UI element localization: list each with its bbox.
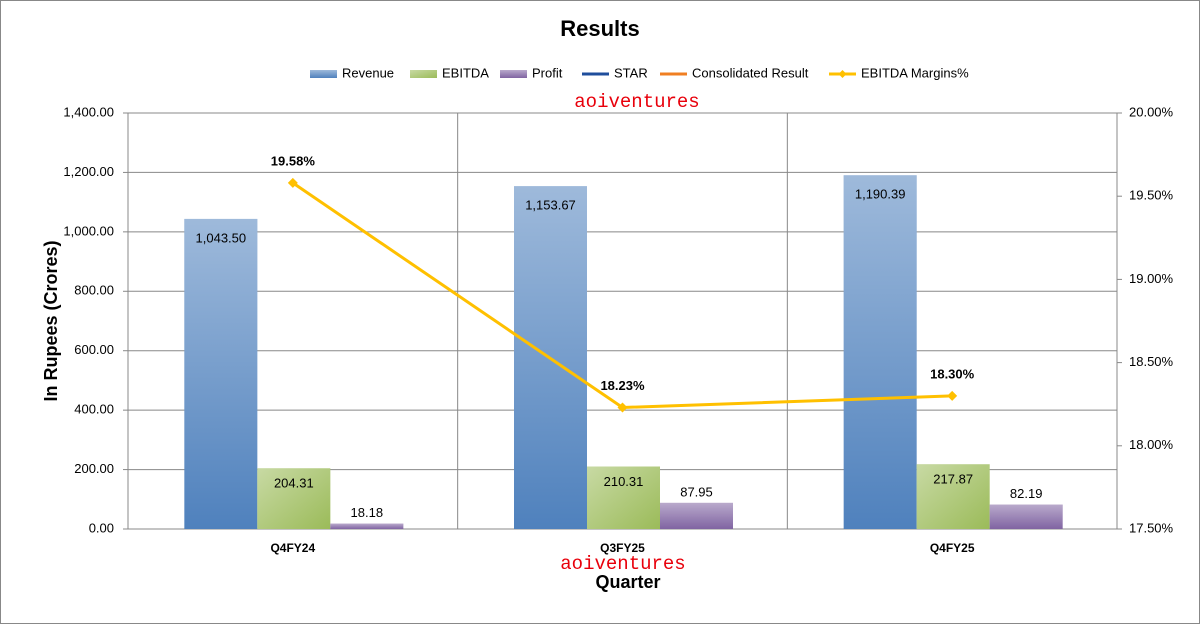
data-label: 82.19 bbox=[1010, 486, 1043, 501]
data-label: 18.30% bbox=[930, 366, 975, 381]
data-label: 19.58% bbox=[271, 153, 316, 168]
y2-tick-label: 20.00% bbox=[1129, 104, 1174, 119]
x-tick-label: Q4FY25 bbox=[930, 541, 975, 555]
y-axis-label: In Rupees (Crores) bbox=[41, 240, 61, 401]
y2-tick-label: 19.00% bbox=[1129, 271, 1174, 286]
data-label: 204.31 bbox=[274, 476, 314, 491]
bar-shine bbox=[257, 468, 331, 529]
data-label: 1,190.39 bbox=[855, 187, 906, 202]
data-label: 210.31 bbox=[604, 474, 644, 489]
x-tick-label: Q3FY25 bbox=[600, 541, 645, 555]
y2-tick-label: 17.50% bbox=[1129, 520, 1174, 535]
y-tick-label: 200.00 bbox=[74, 461, 114, 476]
y-tick-label: 0.00 bbox=[89, 520, 114, 535]
bar-shine bbox=[989, 504, 1063, 529]
data-label: 217.87 bbox=[933, 472, 973, 487]
y-tick-label: 400.00 bbox=[74, 402, 114, 417]
bar-shine bbox=[843, 175, 917, 529]
bar-shine bbox=[330, 523, 404, 529]
watermark: aoiventures bbox=[574, 91, 699, 113]
y2-tick-label: 18.00% bbox=[1129, 437, 1174, 452]
legend-swatch-shine bbox=[500, 70, 527, 78]
y-tick-label: 1,200.00 bbox=[63, 164, 114, 179]
y-tick-label: 800.00 bbox=[74, 283, 114, 298]
x-axis-label: Quarter bbox=[595, 572, 660, 592]
y-tick-label: 600.00 bbox=[74, 342, 114, 357]
data-label: 87.95 bbox=[680, 484, 713, 499]
legend-marker bbox=[838, 70, 847, 78]
bar-shine bbox=[916, 464, 990, 529]
legend-label: EBITDA Margins% bbox=[861, 65, 969, 80]
x-tick-label: Q4FY24 bbox=[270, 541, 315, 555]
data-label: 18.18 bbox=[351, 505, 384, 520]
legend-label: STAR bbox=[614, 65, 648, 80]
y2-tick-label: 18.50% bbox=[1129, 354, 1174, 369]
legend-label: EBITDA bbox=[442, 65, 489, 80]
bar-shine bbox=[660, 502, 733, 529]
legend-label: Consolidated Result bbox=[692, 65, 809, 80]
bar-shine bbox=[184, 218, 258, 529]
legend-label: Revenue bbox=[342, 65, 394, 80]
watermark: aoiventures bbox=[560, 553, 685, 575]
legend-swatch-shine bbox=[410, 70, 437, 78]
point bbox=[287, 177, 298, 188]
legend-swatch-shine bbox=[310, 70, 337, 78]
point bbox=[947, 390, 958, 401]
data-label: 18.23% bbox=[600, 378, 645, 393]
bar-shine bbox=[587, 466, 660, 529]
data-label: 1,153.67 bbox=[525, 198, 576, 213]
y-tick-label: 1,000.00 bbox=[63, 223, 114, 238]
chart-title: Results bbox=[560, 16, 639, 41]
data-label: 1,043.50 bbox=[196, 230, 247, 245]
point bbox=[617, 402, 628, 413]
legend-label: Profit bbox=[532, 65, 563, 80]
y-tick-label: 1,400.00 bbox=[63, 104, 114, 119]
y2-tick-label: 19.50% bbox=[1129, 188, 1174, 203]
